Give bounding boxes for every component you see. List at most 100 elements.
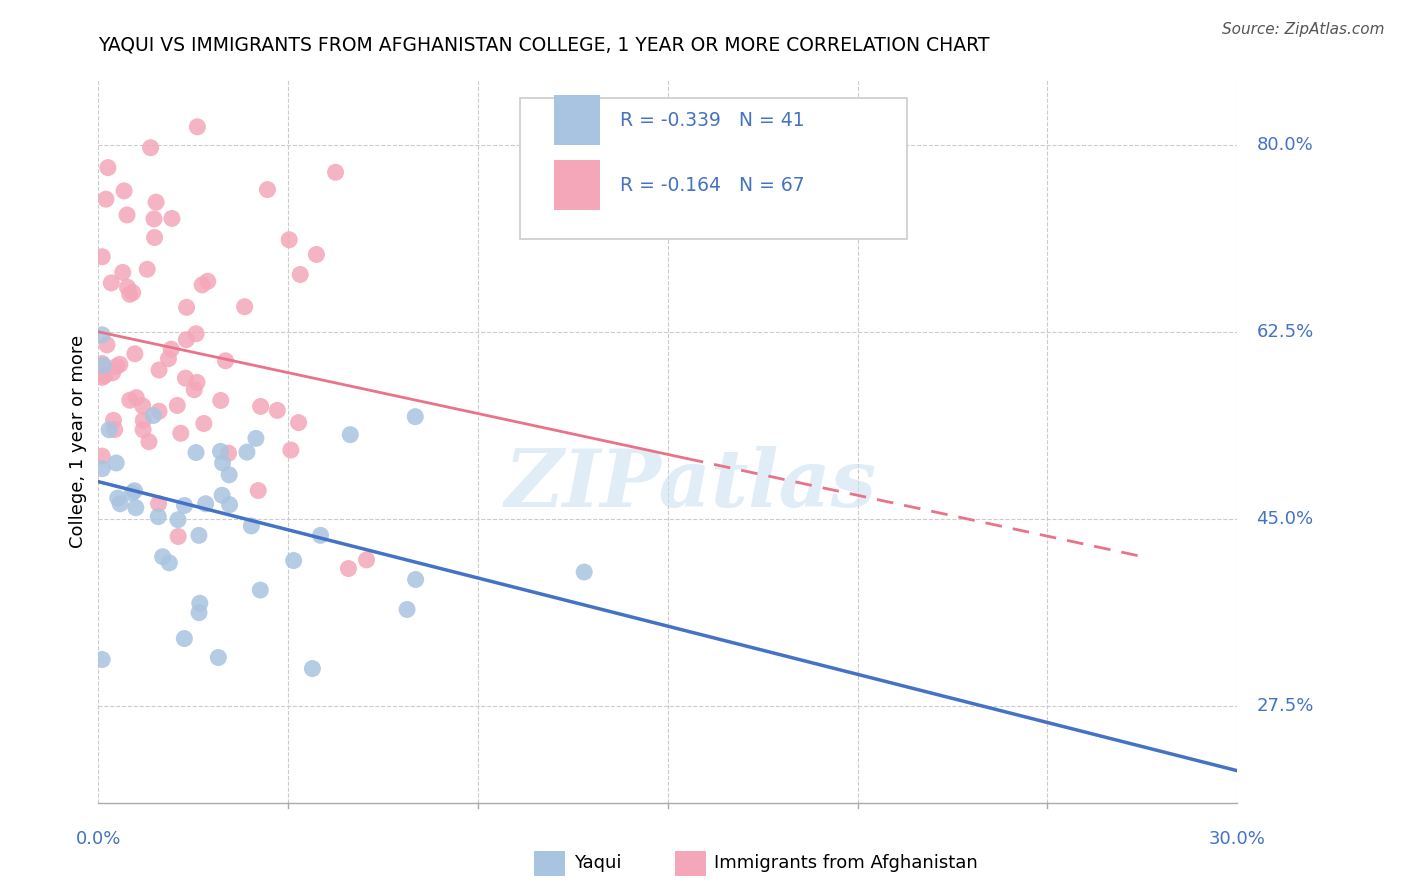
Point — [124, 483, 146, 498]
Point — [209, 444, 232, 458]
FancyBboxPatch shape — [554, 160, 599, 211]
Point — [572, 565, 595, 579]
Point — [167, 529, 190, 543]
Point — [183, 383, 205, 397]
Point — [136, 262, 159, 277]
Point — [356, 553, 378, 567]
Point — [107, 491, 129, 505]
Point — [337, 561, 360, 575]
Text: 80.0%: 80.0% — [1257, 136, 1313, 153]
Text: ZIPatlas: ZIPatlas — [505, 446, 877, 524]
Point — [247, 483, 270, 498]
Point — [170, 426, 193, 441]
Point — [94, 192, 117, 206]
Point — [91, 449, 114, 463]
Point — [280, 443, 302, 458]
Point — [176, 301, 198, 315]
Point — [211, 456, 233, 470]
Point — [125, 391, 148, 405]
Point — [104, 423, 127, 437]
Point — [97, 161, 120, 175]
Text: R = -0.339   N = 41: R = -0.339 N = 41 — [620, 111, 804, 129]
Point — [309, 528, 332, 542]
Point — [157, 556, 180, 570]
Text: Yaqui: Yaqui — [574, 855, 621, 872]
Point — [404, 409, 426, 424]
Point — [249, 400, 271, 414]
Point — [143, 230, 166, 244]
Point — [191, 277, 214, 292]
Point — [112, 184, 135, 198]
Point — [125, 500, 148, 515]
Point — [91, 370, 114, 384]
Point — [211, 488, 233, 502]
Point — [184, 326, 207, 341]
Point — [207, 650, 229, 665]
Text: 62.5%: 62.5% — [1257, 323, 1313, 341]
Point — [98, 423, 121, 437]
Text: YAQUI VS IMMIGRANTS FROM AFGHANISTAN COLLEGE, 1 YEAR OR MORE CORRELATION CHART: YAQUI VS IMMIGRANTS FROM AFGHANISTAN COL… — [98, 36, 990, 54]
Point — [176, 333, 198, 347]
Point — [132, 423, 155, 437]
Point — [325, 165, 347, 179]
Point — [167, 513, 190, 527]
Point — [138, 434, 160, 449]
Point — [91, 327, 114, 342]
Point — [91, 652, 114, 666]
Point — [187, 528, 209, 542]
Point — [160, 342, 183, 356]
Point — [173, 499, 195, 513]
Y-axis label: College, 1 year or more: College, 1 year or more — [69, 335, 87, 548]
Point — [160, 211, 183, 226]
Point — [100, 276, 122, 290]
Point — [287, 416, 309, 430]
Point — [184, 445, 207, 459]
Point — [148, 497, 170, 511]
Point — [118, 287, 141, 301]
Point — [118, 393, 141, 408]
Point — [145, 195, 167, 210]
Point — [174, 371, 197, 385]
Point — [105, 456, 128, 470]
Point — [188, 596, 211, 610]
Point — [173, 632, 195, 646]
Point — [233, 300, 256, 314]
Point — [266, 403, 288, 417]
Point — [131, 399, 153, 413]
Point — [91, 357, 114, 371]
Point — [105, 359, 128, 374]
Point — [186, 120, 208, 134]
Text: R = -0.164   N = 67: R = -0.164 N = 67 — [620, 176, 804, 194]
Point — [121, 486, 143, 500]
Text: 45.0%: 45.0% — [1257, 510, 1313, 528]
Point — [339, 427, 361, 442]
Point — [249, 582, 271, 597]
Point — [108, 497, 131, 511]
Point — [194, 497, 217, 511]
Point — [193, 417, 215, 431]
Point — [117, 280, 139, 294]
Point — [236, 445, 259, 459]
Point — [209, 393, 232, 408]
Text: 0.0%: 0.0% — [76, 830, 121, 847]
Point — [143, 211, 166, 226]
Point — [111, 265, 134, 279]
Point — [305, 247, 328, 261]
Text: 27.5%: 27.5% — [1257, 698, 1313, 715]
Point — [166, 399, 188, 413]
Point — [405, 573, 427, 587]
Point — [283, 553, 305, 567]
Point — [148, 363, 170, 377]
Point — [108, 357, 131, 371]
Point — [121, 285, 143, 300]
Point — [148, 404, 170, 418]
Point — [396, 602, 419, 616]
Point — [301, 662, 323, 676]
Point — [91, 461, 114, 475]
Point — [218, 446, 240, 460]
Point — [152, 549, 174, 564]
Point — [142, 409, 165, 423]
Point — [218, 498, 240, 512]
Point — [214, 353, 236, 368]
Point — [278, 233, 301, 247]
